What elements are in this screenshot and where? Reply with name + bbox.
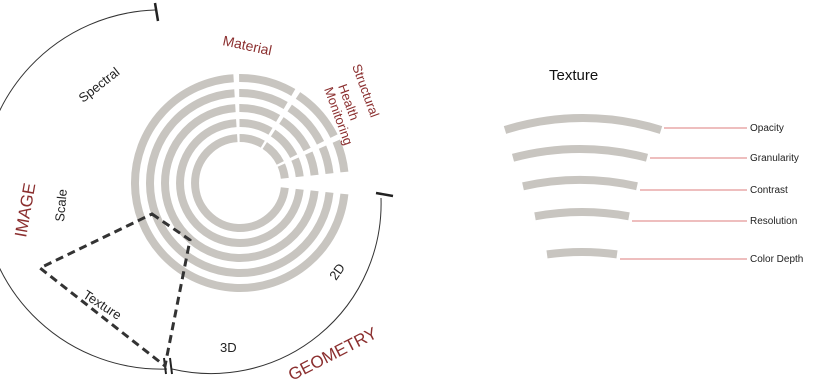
boundary-tick-top [153, 2, 160, 22]
image-label: IMAGE [11, 181, 39, 238]
ring-5-segment [262, 142, 284, 165]
concentric-rings [131, 73, 349, 293]
ring-2-segment [287, 104, 325, 145]
ring-5-segment [191, 134, 289, 233]
texture-item-label-5: Color Depth [750, 254, 803, 265]
ring-1-segment [332, 139, 349, 173]
three-d-label: 3D [220, 340, 237, 355]
ring-3-segment [239, 103, 281, 122]
texture-item-label-4: Resolution [750, 216, 797, 227]
image-boundary-arc [0, 9, 168, 370]
ring-3-segment [305, 151, 319, 176]
texture-panel-title: Texture [549, 67, 598, 84]
texture-breakdown-panel: Texture Opacity Granularity Contrast Resolu… [503, 67, 803, 265]
texture-arc-1 [503, 114, 663, 134]
texture-arc-5 [546, 248, 618, 259]
outer-boundary [0, 2, 394, 375]
texture-item-label-3: Contrast [750, 185, 788, 196]
spectral-label: Spectral [76, 64, 123, 105]
texture-item-label-1: Opacity [750, 123, 784, 134]
material-label: Material [221, 32, 273, 58]
ring-5-segment [239, 133, 265, 148]
ring-2-segment [239, 88, 288, 109]
texture-arcs: Opacity Granularity Contrast Resolution Colo… [503, 114, 803, 265]
texture-arc-3 [522, 176, 638, 191]
boundary-tick-bottom-b [169, 357, 173, 375]
scale-label: Scale [52, 189, 70, 223]
ring-4-segment [239, 118, 273, 135]
ring-4-segment [291, 157, 304, 178]
ring-2-segment [318, 145, 334, 175]
ring-5-segment [277, 163, 289, 179]
ring-1-segment [131, 74, 349, 293]
ring-4-segment [176, 119, 304, 247]
ring-1-segment [295, 92, 338, 138]
geometry-boundary-arc [171, 197, 382, 375]
texture-arc-4 [534, 208, 630, 221]
ring-3-segment [161, 104, 319, 262]
ring-3-segment [279, 117, 311, 152]
texture-arc-2 [511, 145, 649, 162]
two-d-label: 2D [326, 260, 348, 282]
texture-highlight-sector [37, 212, 192, 369]
ring-4-segment [270, 129, 298, 159]
ring-2-segment [146, 89, 334, 278]
geometry-label: GEOMETRY [285, 324, 380, 382]
texture-item-label-2: Granularity [750, 153, 799, 164]
ring-1-segment [239, 73, 296, 96]
boundary-tick-right [375, 191, 394, 198]
